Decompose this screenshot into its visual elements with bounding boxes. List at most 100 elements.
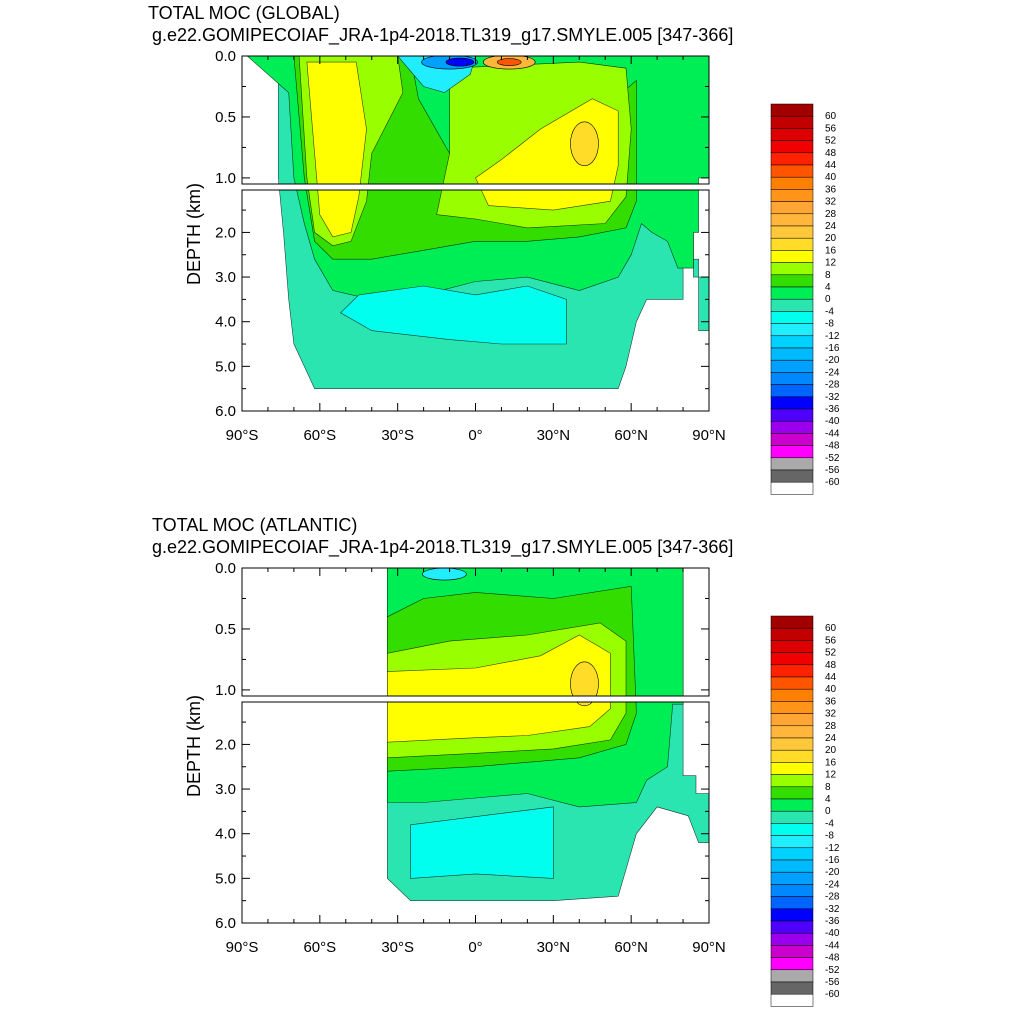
colorbar-swatch [770,835,814,849]
colorbar-label: -16 [825,855,840,866]
colorbar-swatch [770,335,814,349]
colorbar-label: 48 [825,148,837,159]
y-tick-label: 1.0 [215,682,236,699]
y-tick-label: 0.0 [215,48,236,65]
colorbar-swatch [770,652,814,666]
northern-tropical-core [496,58,522,66]
x-tick-label: 90°S [226,427,259,444]
y-tick-label: 2.0 [215,224,236,241]
colorbar-swatch [770,774,814,788]
x-tick-label: 30°N [537,427,571,444]
colorbar-label: 52 [825,136,837,147]
x-tick-label: 0° [468,939,482,956]
x-tick-label: 60°S [303,427,336,444]
colorbar-label: 12 [825,258,837,269]
colorbar-label: -32 [825,392,840,403]
colorbar-swatch [770,786,814,800]
colorbar-label: -36 [825,916,840,927]
colorbar: 60565248444036322824201612840-4-8-12-16-… [770,615,840,1007]
colorbar-label: 48 [825,660,837,671]
colorbar-swatch [770,762,814,775]
colorbar-label: -36 [825,404,840,415]
y-tick-label: 6.0 [215,403,236,420]
colorbar-label: 0 [825,806,831,817]
colorbar-label: 24 [825,221,837,232]
colorbar-swatch [770,749,814,763]
colorbar-swatch [770,408,814,422]
y-axis-label: DEPTH (km) [184,695,204,797]
colorbar-label: -8 [825,319,834,330]
colorbar-swatch [770,396,814,410]
colorbar-label: -20 [825,355,840,366]
colorbar-swatch [770,201,814,215]
colorbar-swatch [770,176,814,190]
contour-band [386,634,611,743]
chart-title: TOTAL MOC (ATLANTIC) [152,515,358,535]
colorbar-label: 32 [825,197,837,208]
colorbar-swatch [770,457,814,471]
axes: 90°S 60°S 30°S 0° 30°N 60°N 90°N 0.0 0.5 1.0 2.0 3.… [184,48,726,444]
contour-band [410,806,554,879]
colorbar-label: 16 [825,757,837,768]
contour-band [306,61,367,238]
colorbar-swatch [770,737,814,751]
colorbar-swatch [770,920,814,934]
y-axis-label: DEPTH (km) [184,183,204,285]
colorbar-label: -44 [825,940,840,951]
colorbar-label: 20 [825,745,837,756]
colorbar-swatch [770,152,814,166]
colorbar-label: 52 [825,648,837,659]
colorbar-swatch [770,250,814,263]
y-tick-label: 6.0 [215,915,236,932]
colorbar-label: -20 [825,867,840,878]
colorbar-label: -40 [825,928,840,939]
x-tick-label: 90°N [692,427,726,444]
colorbar-swatch [770,359,814,373]
colorbar-swatch [770,847,814,861]
colorbar-label: -32 [825,904,840,915]
colorbar-label: 32 [825,709,837,720]
colorbar-label: -60 [825,989,840,1000]
colorbar-label: -24 [825,879,840,890]
colorbar-swatch [770,274,814,288]
colorbar-label: 56 [825,635,837,646]
colorbar-swatch [770,859,814,873]
moc-atlantic-plot: 90°S 60°S 30°S 0° 30°N 60°N 90°N 0.0 0.5 1.0 2.0 3.… [184,560,840,1007]
colorbar-swatch [770,871,814,885]
x-tick-label: 60°N [614,939,648,956]
colorbar-label: 8 [825,270,831,281]
chart-subtitle: g.e22.GOMIPECOIAF_JRA-1p4-2018.TL319_g17… [152,25,734,45]
colorbar-swatch [770,323,814,337]
axes: 90°S 60°S 30°S 0° 30°N 60°N 90°N 0.0 0.5 1.0 2.0 3.… [184,560,726,956]
colorbar-label: -52 [825,965,840,976]
colorbar-swatch [770,615,814,629]
colorbar-label: 4 [825,794,831,805]
colorbar-swatch [770,140,814,154]
chart-subtitle: g.e22.GOMIPECOIAF_JRA-1p4-2018.TL319_g17… [152,537,734,557]
colorbar-label: 60 [825,111,837,122]
southern-tropical-core [445,57,475,67]
chart-panel-global: TOTAL MOC (GLOBAL) g.e22.GOMIPECOIAF_JRA… [148,3,840,495]
colorbar-swatch [770,932,814,946]
colorbar-label: -28 [825,380,840,391]
colorbar-label: 56 [825,123,837,134]
colorbar-label: -44 [825,428,840,439]
colorbar-swatch [770,823,814,836]
colorbar-label: -12 [825,331,840,342]
moc-field [386,568,709,902]
x-tick-label: 0° [468,427,482,444]
colorbar-swatch [770,433,814,446]
y-tick-label: 0.5 [215,621,236,638]
moc-global-plot: 90°S 60°S 30°S 0° 30°N 60°N 90°N 0.0 0.5 1.0 2.0 3.… [184,48,840,495]
colorbar-swatch [770,115,814,129]
colorbar-swatch [770,225,814,239]
colorbar-label: 20 [825,233,837,244]
x-tick-label: 60°N [614,427,648,444]
x-tick-label: 30°S [381,427,414,444]
moc-field [246,56,709,390]
colorbar-label: -56 [825,977,840,988]
x-tick-label: 90°S [226,939,259,956]
colorbar-label: 12 [825,770,837,781]
colorbar-label: -4 [825,818,834,829]
y-tick-label: 3.0 [215,781,236,798]
